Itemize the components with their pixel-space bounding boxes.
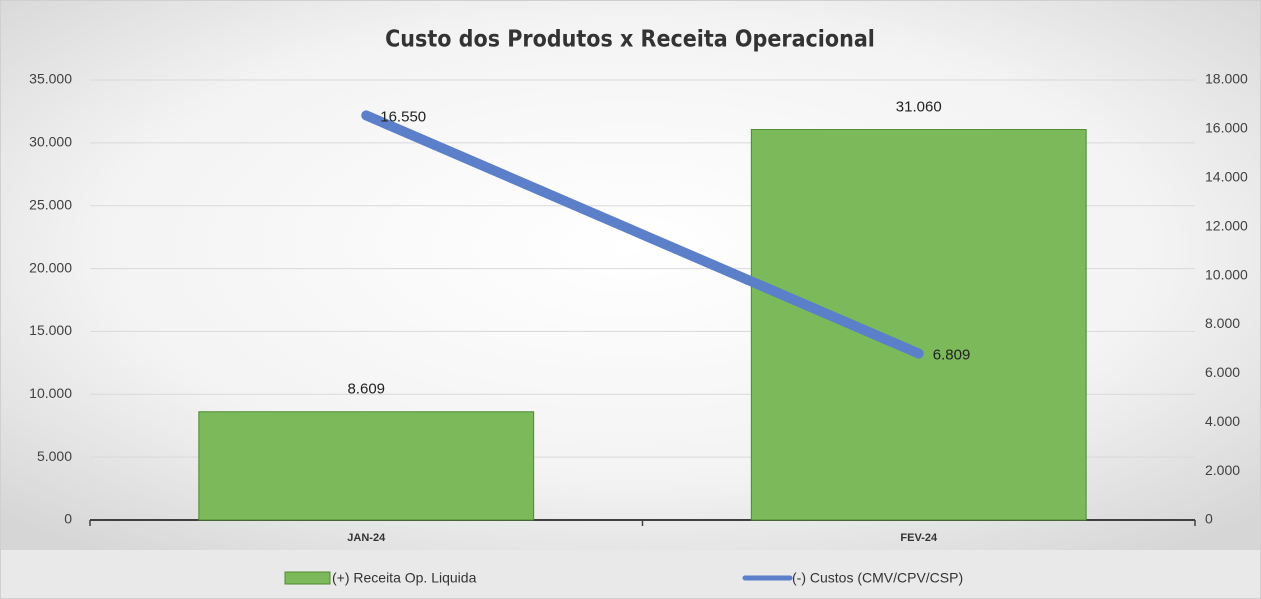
data-label: 6.809 xyxy=(933,347,971,364)
y2-tick-label: 4.000 xyxy=(1205,413,1240,429)
legend-background xyxy=(0,550,1261,599)
y-tick-label: 15.000 xyxy=(29,322,72,338)
y2-tick-label: 6.000 xyxy=(1205,364,1240,380)
y2-tick-label: 10.000 xyxy=(1205,266,1248,282)
x-tick-label: JAN-24 xyxy=(347,532,386,544)
x-tick-label: FEV-24 xyxy=(900,532,938,544)
y2-tick-label: 8.000 xyxy=(1205,315,1240,331)
y-tick-label: 30.000 xyxy=(29,134,72,150)
y2-tick-label: 2.000 xyxy=(1205,462,1240,478)
legend-swatch xyxy=(284,571,331,585)
y2-tick-label: 14.000 xyxy=(1205,168,1248,184)
y-tick-label: 10.000 xyxy=(29,385,72,401)
bar xyxy=(750,129,1087,521)
y2-tick-label: 16.000 xyxy=(1205,120,1248,136)
y-tick-label: 20.000 xyxy=(29,259,72,275)
y2-tick-label: 12.000 xyxy=(1205,217,1248,233)
bar xyxy=(198,411,535,521)
y2-tick-label: 0 xyxy=(1205,511,1213,527)
legend-label: (-) Custos (CMV/CPV/CSP) xyxy=(792,570,963,586)
chart-title: Custo dos Produtos x Receita Operacional xyxy=(385,27,875,53)
line xyxy=(361,110,924,359)
data-label: 16.550 xyxy=(380,108,426,125)
legend-label: (+) Receita Op. Liquida xyxy=(332,570,477,586)
y-tick-label: 5.000 xyxy=(37,448,72,464)
data-label: 8.609 xyxy=(347,381,385,398)
y2-tick-label: 18.000 xyxy=(1205,71,1248,87)
y-tick-label: 0 xyxy=(64,511,72,527)
data-label: 31.060 xyxy=(896,99,942,116)
y-tick-label: 35.000 xyxy=(29,71,72,87)
y-tick-label: 25.000 xyxy=(29,196,72,212)
